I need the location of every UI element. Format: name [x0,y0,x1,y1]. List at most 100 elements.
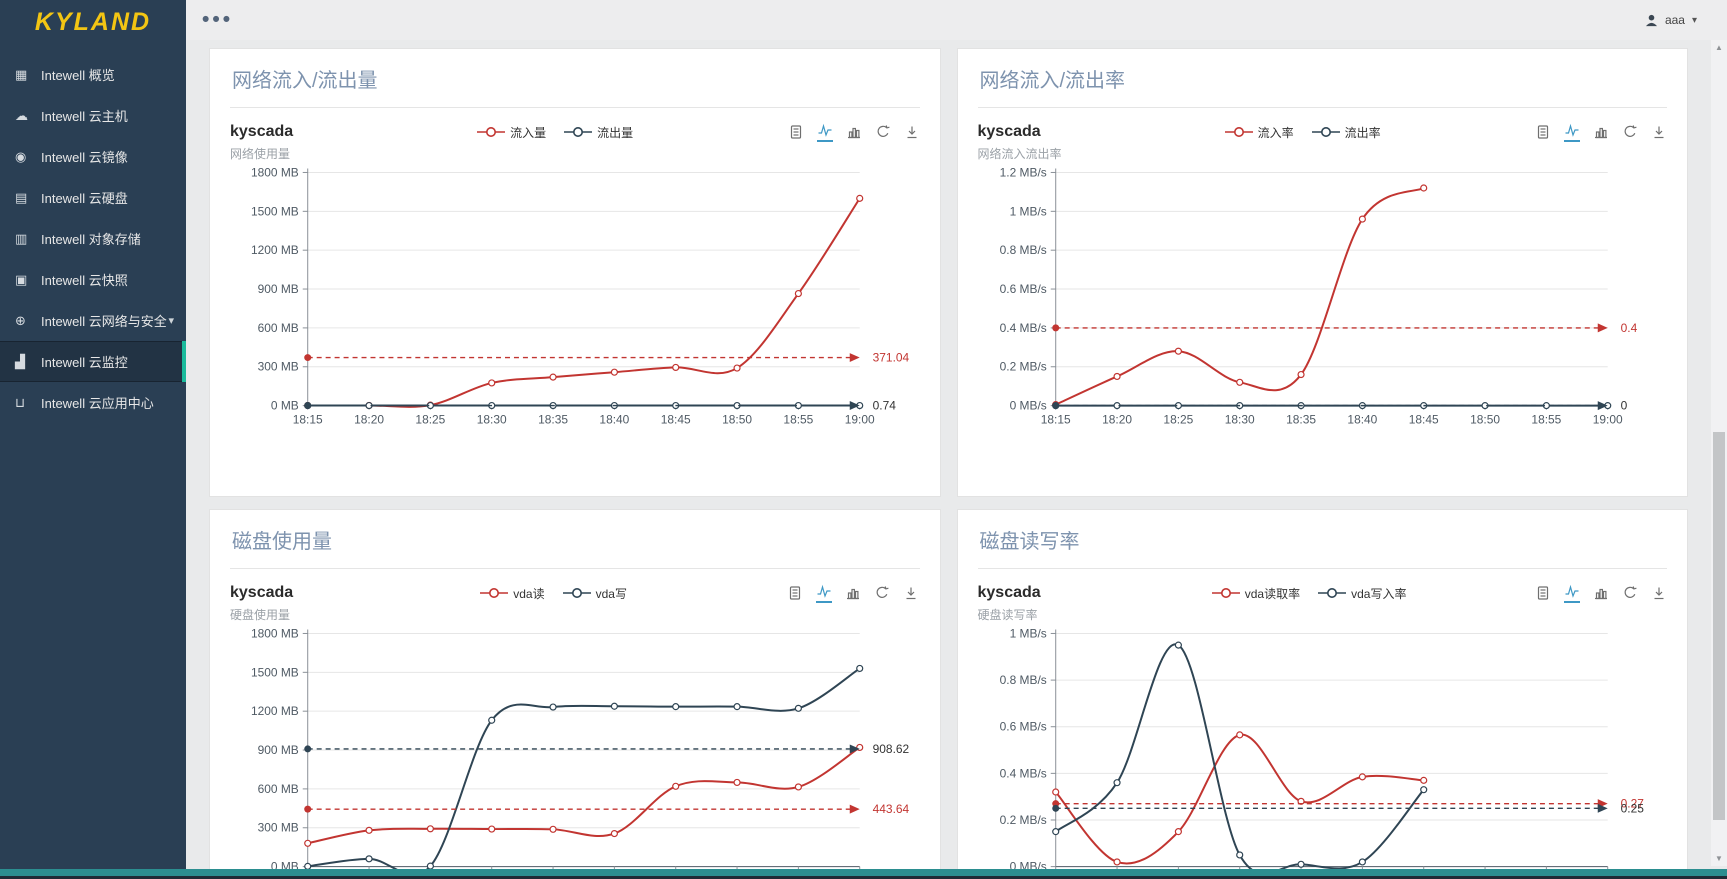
legend-item[interactable]: 流入率 [1224,124,1294,141]
panel-title: 网络流入/流出率 [977,49,1667,108]
svg-text:19:00: 19:00 [1592,413,1622,427]
download-icon[interactable] [1651,124,1667,142]
main-content: 网络流入/流出量 kyscada 流入量 流出量 网络使用量 0 MB 300 M… [186,40,1711,879]
sidebar: KYLAND ▦ Intewell 概览 ☁ Intewell 云主机 ◉ In… [0,0,186,879]
scroll-up-icon[interactable]: ▲ [1715,43,1723,52]
kyland-logo[interactable]: KYLAND [34,7,152,36]
legend-item[interactable]: 流出率 [1311,124,1381,141]
svg-text:0.8 MB/s: 0.8 MB/s [999,243,1046,257]
grid-icon: ▦ [15,66,28,82]
chart-subtitle: 硬盘使用量 [230,608,291,622]
menu-toggle-button[interactable]: ••• [202,8,234,31]
chart-title: kyscada [977,123,1041,140]
sidebar-nav: ▦ Intewell 概览 ☁ Intewell 云主机 ◉ Intewell … [0,54,186,423]
chart-toolbar [787,583,919,603]
legend-label: 流出率 [1344,125,1381,140]
disk-rate-line-chart[interactable]: 0 MB/s0.2 MB/s0.4 MB/s0.6 MB/s0.8 MB/s1 … [978,625,1668,879]
network-rate-line-chart[interactable]: 0 MB/s 0.2 MB/s 0.4 MB/s 0.6 MB/s 0.8 MB/s 1 … [978,164,1668,436]
line-chart-icon[interactable] [1564,122,1580,142]
svg-text:443.64: 443.64 [873,802,910,816]
download-icon[interactable] [1651,585,1667,603]
bar-chart-icon[interactable] [1593,124,1609,142]
legend-item[interactable]: 流出量 [564,124,633,141]
line-chart-icon[interactable] [1563,583,1580,603]
sidebar-item-cloud-host[interactable]: ☁ Intewell 云主机 [0,95,186,136]
bar-chart-icon[interactable] [846,124,862,142]
line-chart-icon[interactable] [816,122,833,142]
chart-subtitle: 硬盘读写率 [977,608,1038,622]
svg-text:18:55: 18:55 [783,413,813,427]
scroll-down-icon[interactable]: ▼ [1715,854,1723,863]
sidebar-item-cloud-image[interactable]: ◉ Intewell 云镜像 [0,136,186,177]
data-view-icon[interactable] [788,124,804,142]
sidebar-item-label: Intewell 云监控 [41,355,128,370]
svg-text:600 MB: 600 MB [258,782,299,796]
svg-text:18:40: 18:40 [599,413,629,427]
data-view-icon[interactable] [1535,585,1551,603]
bar-chart-icon[interactable] [845,585,861,603]
topbar: ••• aaa ▾ [186,0,1727,40]
svg-text:908.62: 908.62 [873,742,910,756]
chart-legend: vda读取率 vda写入率 [1211,585,1406,602]
sidebar-item-network-security[interactable]: ⊕ Intewell 云网络与安全 ▾ [0,300,186,341]
legend-item[interactable]: vda读 [480,585,545,602]
sidebar-item-cloud-disk[interactable]: ▤ Intewell 云硬盘 [0,177,186,218]
svg-text:0.25: 0.25 [1620,801,1644,815]
data-view-icon[interactable] [1535,124,1551,142]
legend-item[interactable]: vda写 [562,585,627,602]
sidebar-item-label: Intewell 云快照 [41,273,128,288]
svg-text:18:35: 18:35 [1286,413,1316,427]
user-menu[interactable]: aaa ▾ [1645,13,1697,27]
download-icon[interactable] [903,585,919,603]
legend-label: vda读取率 [1244,586,1301,601]
sidebar-item-label: Intewell 云硬盘 [41,191,128,206]
svg-text:0.2 MB/s: 0.2 MB/s [999,360,1046,374]
svg-text:0.4 MB/s: 0.4 MB/s [999,321,1046,335]
legend-marker-icon [1224,127,1253,137]
svg-text:18:35: 18:35 [538,413,568,427]
legend-item[interactable]: vda读取率 [1211,585,1301,602]
refresh-icon[interactable] [875,124,891,142]
svg-text:0.2 MB/s: 0.2 MB/s [999,813,1046,827]
svg-text:0.4 MB/s: 0.4 MB/s [999,766,1046,780]
legend-marker-icon [562,588,591,598]
legend-marker-icon [480,588,509,598]
svg-text:0.6 MB/s: 0.6 MB/s [999,720,1046,734]
sidebar-item-label: Intewell 概览 [41,68,115,83]
vertical-scrollbar[interactable]: ▲ ▼ [1711,40,1727,866]
sidebar-item-app-center[interactable]: ⊔ Intewell 云应用中心 [0,382,186,423]
network-traffic-line-chart[interactable]: 0 MB 300 MB 600 MB 900 MB 1200 MB 1500 MB 1800… [230,164,920,436]
svg-text:1500 MB: 1500 MB [251,204,299,218]
download-icon[interactable] [904,124,920,142]
sidebar-item-label: Intewell 云主机 [41,109,128,124]
legend-item[interactable]: 流入量 [477,124,546,141]
svg-text:600 MB: 600 MB [258,321,299,335]
line-chart-icon[interactable] [816,583,833,603]
svg-text:900 MB: 900 MB [258,743,299,757]
svg-text:1800 MB: 1800 MB [251,626,299,640]
bar-chart-icon[interactable] [1593,585,1609,603]
cart-icon: ⊔ [15,394,26,410]
sidebar-item-cloud-snapshot[interactable]: ▣ Intewell 云快照 [0,259,186,300]
refresh-icon[interactable] [874,585,890,603]
svg-text:0.8 MB/s: 0.8 MB/s [999,673,1046,687]
sidebar-item-overview[interactable]: ▦ Intewell 概览 [0,54,186,95]
sidebar-item-cloud-monitor[interactable]: ▟ Intewell 云监控 [0,341,186,382]
cloud-icon: ☁ [15,107,28,123]
svg-text:1200 MB: 1200 MB [251,704,299,718]
legend-item[interactable]: vda写入率 [1318,585,1406,602]
sidebar-item-label: Intewell 对象存储 [41,232,141,247]
scrollbar-thumb[interactable] [1713,432,1725,820]
disc-icon: ◉ [15,148,27,164]
svg-text:18:15: 18:15 [1040,413,1070,427]
legend-label: 流入率 [1257,125,1294,140]
refresh-icon[interactable] [1622,124,1638,142]
svg-text:19:00: 19:00 [845,413,875,427]
sidebar-item-object-storage[interactable]: ▥ Intewell 对象存储 [0,218,186,259]
svg-text:18:25: 18:25 [1163,413,1193,427]
refresh-icon[interactable] [1622,585,1638,603]
data-view-icon[interactable] [787,585,803,603]
svg-text:18:20: 18:20 [354,413,384,427]
svg-text:18:55: 18:55 [1531,413,1561,427]
